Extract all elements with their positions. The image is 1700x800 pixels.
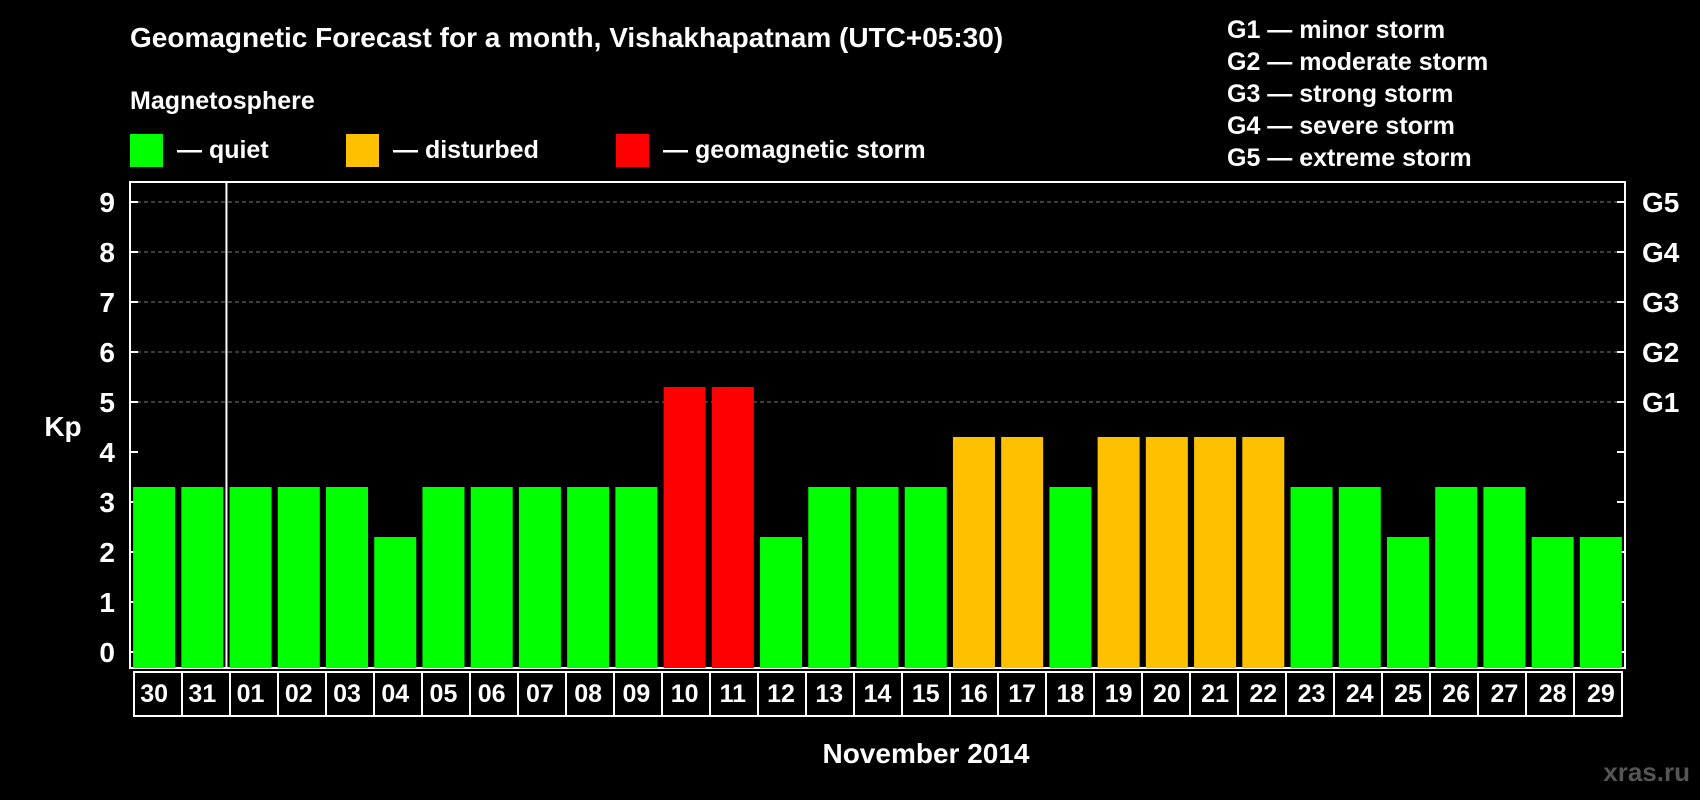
magnetosphere-legend: — quiet — disturbed — geomagnetic storm bbox=[130, 134, 926, 167]
bar-28 bbox=[1531, 537, 1574, 668]
x-tick-label: 15 bbox=[912, 680, 940, 708]
x-tick-label: 16 bbox=[960, 680, 988, 708]
bar-30 bbox=[133, 487, 176, 668]
y-axis-label: Kp bbox=[44, 411, 81, 442]
x-tick-label: 12 bbox=[767, 680, 795, 708]
bar-31 bbox=[181, 487, 224, 668]
x-axis-label: November 2014 bbox=[822, 738, 1029, 769]
x-tick-label: 26 bbox=[1442, 680, 1470, 708]
bar-10 bbox=[663, 387, 706, 668]
bar-26 bbox=[1435, 487, 1478, 668]
y-tick-label: 8 bbox=[99, 237, 115, 268]
g-level-label: G3 bbox=[1642, 287, 1679, 318]
x-tick-label: 09 bbox=[622, 680, 650, 708]
y-tick-label: 4 bbox=[99, 437, 115, 468]
bar-05 bbox=[422, 487, 465, 668]
bar-14 bbox=[856, 487, 899, 668]
x-tick-label: 30 bbox=[140, 680, 168, 708]
bar-25 bbox=[1386, 537, 1429, 668]
x-tick-label: 29 bbox=[1587, 680, 1615, 708]
x-tick-label: 02 bbox=[285, 680, 313, 708]
bar-27 bbox=[1483, 487, 1526, 668]
legend-label-quiet: — quiet bbox=[177, 136, 269, 164]
legend-label-disturbed: — disturbed bbox=[393, 136, 539, 164]
x-tick-label: 25 bbox=[1394, 680, 1422, 708]
x-tick-label: 14 bbox=[864, 680, 892, 708]
bar-15 bbox=[904, 487, 947, 668]
watermark: xras.ru bbox=[1603, 757, 1690, 787]
x-tick-label: 20 bbox=[1153, 680, 1181, 708]
bar-06 bbox=[470, 487, 513, 668]
bar-16 bbox=[952, 437, 995, 668]
bar-17 bbox=[1001, 437, 1044, 668]
g-level-label: G5 bbox=[1642, 187, 1679, 218]
x-tick-label: 08 bbox=[574, 680, 602, 708]
x-tick-label: 18 bbox=[1056, 680, 1084, 708]
bar-20 bbox=[1145, 437, 1188, 668]
bar-24 bbox=[1338, 487, 1381, 668]
y-tick-label: 3 bbox=[99, 487, 115, 518]
x-label-strip bbox=[133, 671, 1623, 717]
bar-02 bbox=[277, 487, 320, 668]
x-tick-label: 24 bbox=[1346, 680, 1374, 708]
legend-swatch-disturbed bbox=[346, 134, 379, 167]
bar-11 bbox=[711, 387, 754, 668]
bar-08 bbox=[567, 487, 610, 668]
x-tick-label: 04 bbox=[381, 680, 409, 708]
x-tick-label: 27 bbox=[1491, 680, 1519, 708]
y-tick-label: 6 bbox=[99, 337, 115, 368]
storm-scale-item: G4 — severe storm bbox=[1227, 112, 1455, 140]
legend-label-storm: — geomagnetic storm bbox=[663, 136, 926, 164]
g-level-label: G1 bbox=[1642, 387, 1679, 418]
storm-scale-legend: G1 — minor storm G2 — moderate storm G3 — … bbox=[1227, 16, 1488, 172]
x-tick-label: 03 bbox=[333, 680, 361, 708]
bar-01 bbox=[229, 487, 272, 668]
bar-21 bbox=[1194, 437, 1237, 668]
bar-13 bbox=[808, 487, 851, 668]
storm-scale-item: G3 — strong storm bbox=[1227, 80, 1453, 108]
y-tick-label: 5 bbox=[99, 387, 115, 418]
storm-scale-item: G5 — extreme storm bbox=[1227, 144, 1472, 172]
bar-09 bbox=[615, 487, 658, 668]
storm-scale-item: G2 — moderate storm bbox=[1227, 48, 1488, 76]
bar-29 bbox=[1579, 537, 1622, 668]
chart-title: Geomagnetic Forecast for a month, Vishak… bbox=[130, 22, 1003, 53]
g-level-label: G4 bbox=[1642, 237, 1680, 268]
x-tick-label: 23 bbox=[1298, 680, 1326, 708]
bar-22 bbox=[1242, 437, 1285, 668]
x-tick-label: 06 bbox=[478, 680, 506, 708]
bar-18 bbox=[1049, 487, 1092, 668]
x-tick-label: 07 bbox=[526, 680, 554, 708]
y-tick-label: 7 bbox=[99, 287, 115, 318]
y-tick-label: 9 bbox=[99, 187, 115, 218]
x-tick-label: 10 bbox=[671, 680, 699, 708]
x-tick-label: 19 bbox=[1105, 680, 1133, 708]
x-tick-label: 01 bbox=[237, 680, 265, 708]
y-tick-label: 0 bbox=[99, 637, 115, 668]
g-level-label: G2 bbox=[1642, 337, 1679, 368]
x-tick-label: 28 bbox=[1539, 680, 1567, 708]
bar-23 bbox=[1290, 487, 1333, 668]
bar-07 bbox=[518, 487, 561, 668]
bar-03 bbox=[326, 487, 369, 668]
y-tick-label: 2 bbox=[99, 537, 115, 568]
x-tick-label: 22 bbox=[1249, 680, 1277, 708]
x-tick-label: 21 bbox=[1201, 680, 1229, 708]
storm-scale-item: G1 — minor storm bbox=[1227, 16, 1445, 44]
bar-04 bbox=[374, 537, 417, 668]
x-tick-label: 31 bbox=[188, 680, 216, 708]
bar-12 bbox=[760, 537, 803, 668]
x-tick-label: 11 bbox=[720, 680, 747, 708]
bar-19 bbox=[1097, 437, 1140, 668]
chart-subtitle: Magnetosphere bbox=[130, 87, 315, 115]
legend-swatch-storm bbox=[616, 134, 649, 167]
x-tick-label: 13 bbox=[815, 680, 843, 708]
legend-swatch-quiet bbox=[130, 134, 163, 167]
x-tick-label: 17 bbox=[1008, 680, 1036, 708]
x-tick-label: 05 bbox=[430, 680, 458, 708]
y-tick-label: 1 bbox=[99, 587, 115, 618]
